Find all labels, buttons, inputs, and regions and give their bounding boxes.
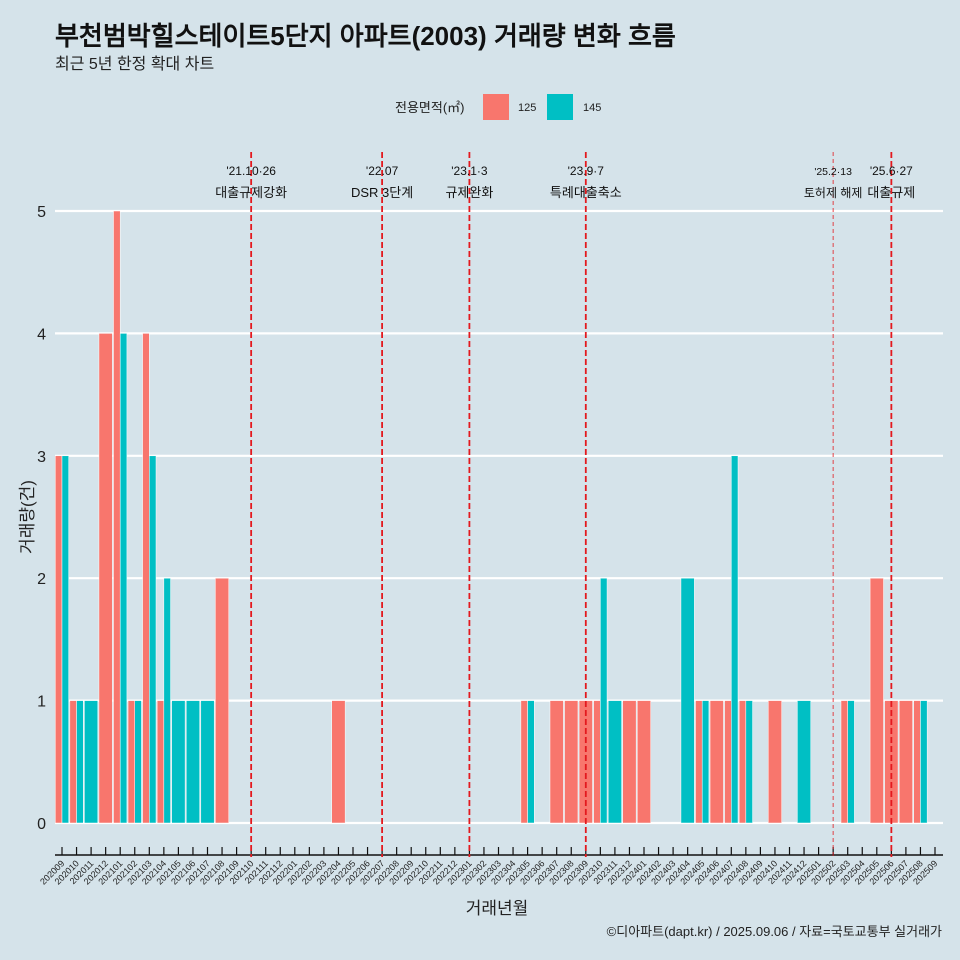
event-date-label: '23.9·7 bbox=[568, 164, 605, 178]
bar-125-202312 bbox=[622, 700, 637, 824]
bar-125-202009 bbox=[55, 455, 63, 824]
bar-145-202101 bbox=[119, 333, 128, 824]
bar-145-202311 bbox=[607, 700, 622, 824]
bar-145-202107 bbox=[200, 700, 215, 824]
bar-145-202405 bbox=[701, 700, 710, 824]
y-tick-label: 4 bbox=[37, 326, 46, 343]
grid-lines bbox=[55, 209, 943, 825]
bar-125-202101 bbox=[113, 210, 121, 824]
bar-125-202012 bbox=[98, 333, 113, 824]
bar-125-202405 bbox=[695, 700, 703, 824]
bar-125-202505 bbox=[869, 577, 884, 824]
bar-125-202401 bbox=[637, 700, 651, 824]
event-label: 특례대출축소 bbox=[550, 185, 622, 200]
bar-145-202106 bbox=[186, 700, 200, 824]
event-date-label: '23.1·3 bbox=[451, 164, 488, 178]
y-axis-title: 거래량(건) bbox=[18, 480, 37, 554]
annotations: '21.10·26 대출규제강화 '22.07 DSR 3단계 '23.1·3 규제완화 '… bbox=[215, 152, 915, 857]
event-label: 대출규제강화 bbox=[215, 185, 287, 200]
bar-125-202204 bbox=[331, 700, 346, 824]
y-tick-label: 3 bbox=[37, 449, 46, 466]
bar-145-202310 bbox=[600, 577, 608, 824]
bar-145-202011 bbox=[84, 700, 99, 824]
y-tick-label: 5 bbox=[37, 204, 46, 221]
chart-subtitle: 최근 5년 한정 확대 차트 bbox=[55, 55, 214, 73]
bar-145-202503 bbox=[847, 700, 855, 824]
bar-125-202507 bbox=[898, 700, 913, 824]
y-axis-tick-labels: 0 1 2 3 4 5 bbox=[37, 204, 46, 833]
bar-145-202010 bbox=[76, 700, 84, 824]
bar-125-202104 bbox=[156, 700, 165, 824]
bar-125-202407 bbox=[724, 700, 732, 824]
legend-label-145: 145 bbox=[583, 102, 601, 114]
chart-title: 부천범박힐스테이트5단지 아파트(2003) 거래량 변화 흐름 bbox=[55, 21, 676, 51]
bar-145-202104 bbox=[163, 577, 171, 824]
bars bbox=[55, 210, 928, 824]
event-label: 토허제 해제 bbox=[804, 186, 863, 200]
bar-145-202009 bbox=[61, 455, 69, 824]
bar-125-202108 bbox=[215, 577, 230, 824]
bar-125-202410 bbox=[768, 700, 782, 824]
event-label: 규제완화 bbox=[445, 185, 493, 200]
bar-125-202310 bbox=[593, 700, 601, 824]
bar-125-202102 bbox=[127, 700, 136, 824]
legend-key-125 bbox=[483, 94, 509, 120]
bar-145-202404 bbox=[680, 577, 695, 824]
event-label: DSR 3단계 bbox=[351, 185, 413, 200]
bar-125-202305 bbox=[520, 700, 528, 824]
bar-125-202408 bbox=[738, 700, 747, 824]
bar-145-202105 bbox=[171, 700, 186, 824]
bar-125-202406 bbox=[709, 700, 724, 824]
bar-145-202408 bbox=[745, 700, 753, 824]
x-axis-title: 거래년월 bbox=[466, 899, 529, 918]
event-label: 대출규제 bbox=[867, 185, 915, 200]
legend-label-125: 125 bbox=[518, 102, 536, 114]
bar-125-202503 bbox=[840, 700, 848, 824]
bar-125-202508 bbox=[913, 700, 921, 824]
y-tick-label: 1 bbox=[37, 694, 46, 711]
caption: ©디아파트(dapt.kr) / 2025.09.06 / 자료=국토교통부 실… bbox=[607, 924, 942, 939]
bar-125-202010 bbox=[69, 700, 77, 824]
bar-145-202508 bbox=[920, 700, 928, 824]
legend-title: 전용면적(㎡) bbox=[395, 100, 465, 115]
bar-145-202412 bbox=[797, 700, 811, 824]
bar-145-202102 bbox=[134, 700, 142, 824]
y-tick-label: 2 bbox=[37, 571, 46, 588]
bar-145-202407 bbox=[731, 455, 739, 824]
bar-145-202103 bbox=[149, 455, 157, 824]
bar-125-202308 bbox=[564, 700, 579, 824]
bar-125-202307 bbox=[549, 700, 564, 824]
event-date-label: '25.2·13 bbox=[814, 166, 852, 178]
event-date-label: '21.10·26 bbox=[226, 164, 276, 178]
legend-key-145 bbox=[547, 94, 573, 120]
event-date-label: '25.6·27 bbox=[870, 164, 913, 178]
bar-125-202103 bbox=[142, 333, 150, 824]
legend: 전용면적(㎡) 125 145 bbox=[395, 94, 601, 120]
y-tick-label: 0 bbox=[37, 816, 46, 833]
bar-145-202305 bbox=[527, 700, 535, 824]
event-date-label: '22.07 bbox=[366, 164, 399, 178]
